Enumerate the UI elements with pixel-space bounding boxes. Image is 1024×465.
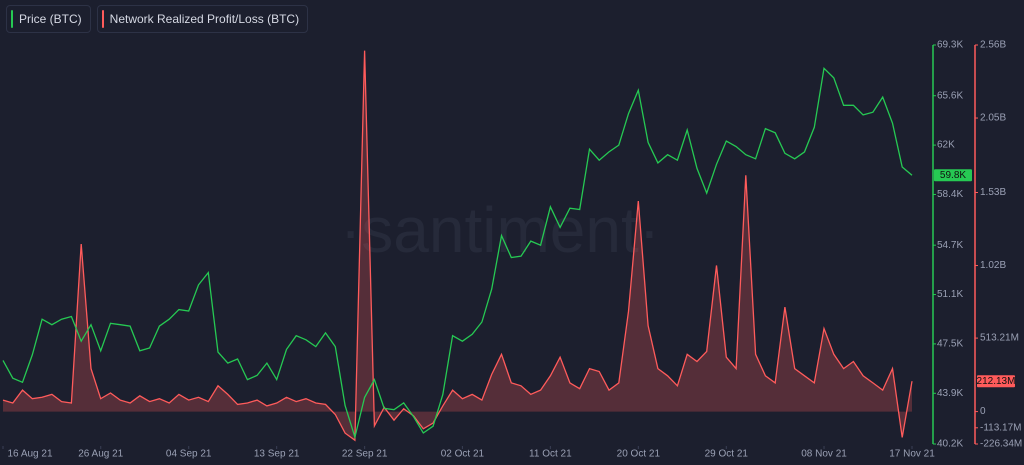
x-tick-label: 08 Nov 21 — [801, 449, 847, 460]
legend-swatch — [101, 10, 104, 28]
last-value-label: 59.8K — [940, 170, 966, 181]
y2-tick-label: 1.53B — [980, 187, 1006, 198]
last-value-badge — [934, 169, 972, 182]
y-tick-label: 43.9K — [937, 388, 963, 399]
y-tick-label: 69.3K — [937, 40, 963, 51]
y-tick-label: 47.5K — [937, 339, 963, 350]
last-value-badge — [977, 375, 1015, 388]
x-tick-label: 16 Aug 21 — [7, 449, 52, 460]
legend: Price (BTC) Network Realized Profit/Loss … — [6, 5, 309, 33]
legend-label: Network Realized Profit/Loss (BTC) — [109, 12, 300, 26]
legend-item[interactable]: Network Realized Profit/Loss (BTC) — [96, 5, 309, 33]
y-tick-label: 65.6K — [937, 90, 963, 101]
legend-item[interactable]: Price (BTC) — [6, 5, 91, 33]
y2-tick-label: -226.34M — [980, 439, 1022, 450]
y2-tick-label: 2.56B — [980, 40, 1006, 51]
y-tick-label: 54.7K — [937, 240, 963, 251]
x-tick-label: 13 Sep 21 — [254, 449, 300, 460]
y2-tick-label: 513.21M — [980, 333, 1019, 344]
x-tick-label: 26 Aug 21 — [78, 449, 123, 460]
x-tick-label: 11 Oct 21 — [529, 449, 572, 460]
x-tick-label: 29 Oct 21 — [705, 449, 749, 460]
y2-tick-label: -113.17M — [980, 422, 1022, 433]
area — [3, 50, 912, 441]
line — [2, 66, 913, 440]
last-value-label: 212.13M — [977, 376, 1016, 387]
y-tick-label: 40.2K — [937, 439, 963, 450]
y2-tick-label: 1.02B — [980, 260, 1006, 271]
x-tick-label: 22 Sep 21 — [342, 449, 388, 460]
x-tick-label: 17 Nov 21 — [889, 449, 935, 460]
legend-label: Price (BTC) — [19, 12, 82, 26]
y2-tick-label: 0 — [980, 406, 986, 417]
x-tick-label: 02 Oct 21 — [441, 449, 485, 460]
legend-swatch — [11, 10, 13, 28]
watermark: ·santiment· — [340, 194, 660, 266]
y-tick-label: 58.4K — [937, 189, 963, 200]
x-tick-label: 04 Sep 21 — [166, 449, 212, 460]
y2-tick-label: 2.05B — [980, 113, 1006, 124]
y-tick-label: 62K — [937, 140, 955, 151]
y-tick-label: 51.1K — [937, 289, 963, 300]
x-tick-label: 20 Oct 21 — [617, 449, 661, 460]
line — [2, 50, 913, 442]
